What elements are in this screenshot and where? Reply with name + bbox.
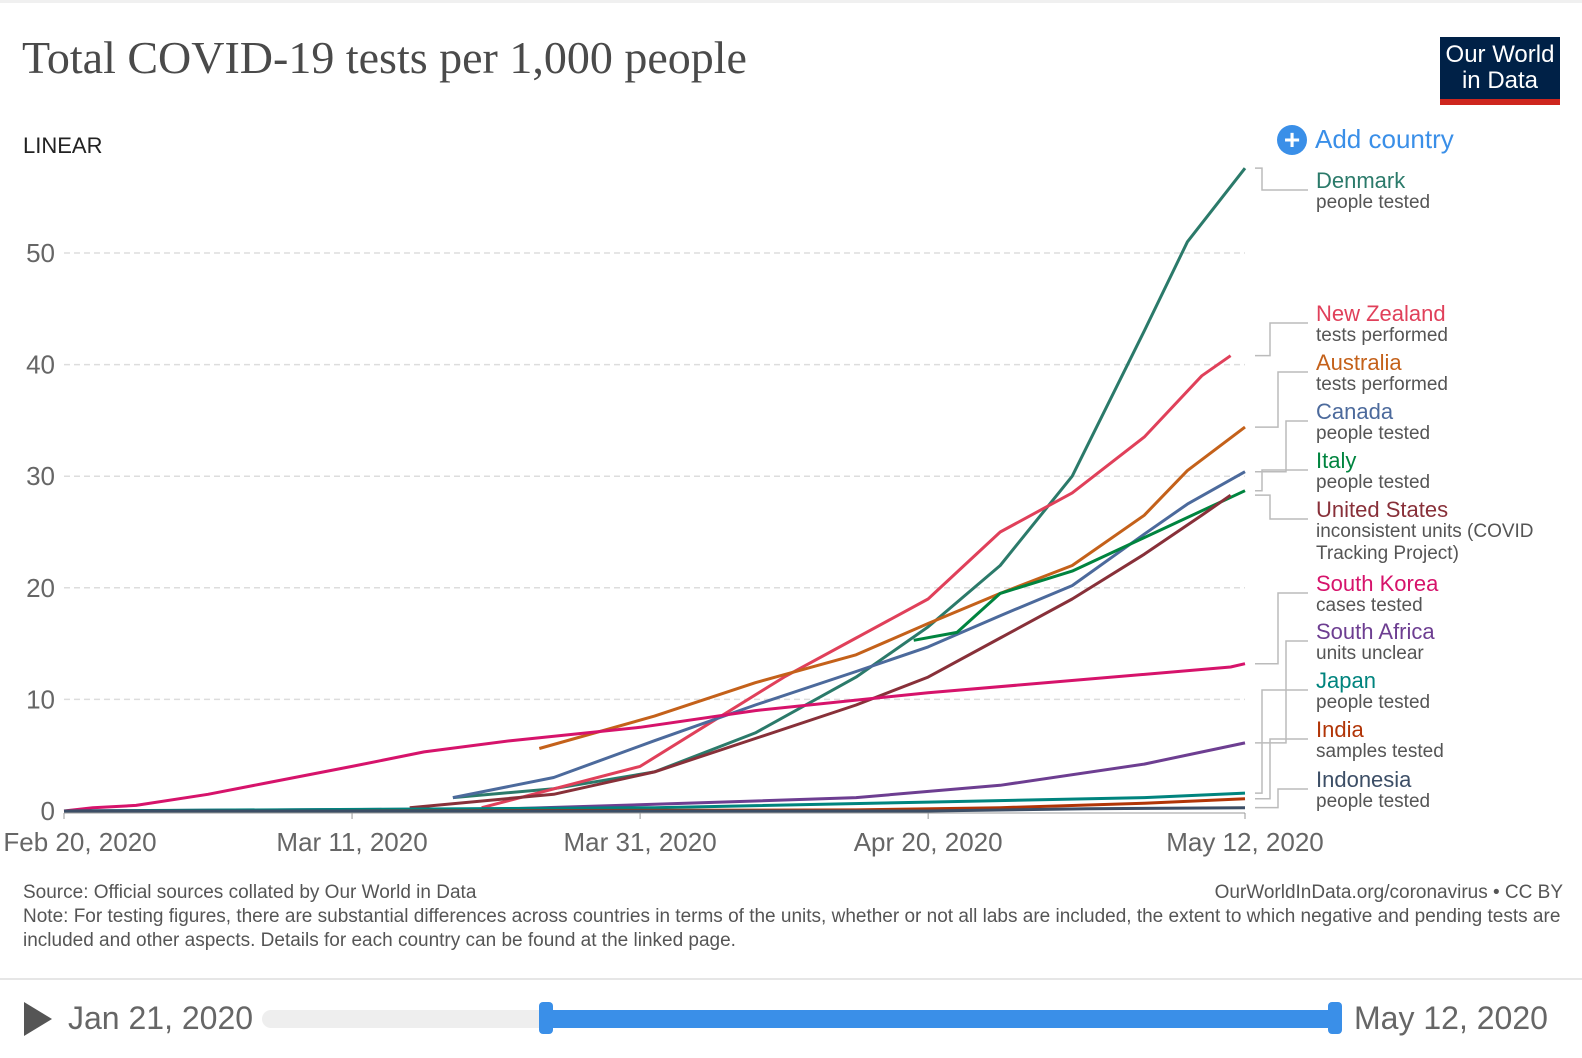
x-tick-label: Feb 20, 2020: [3, 827, 156, 857]
series-line-indonesia: [64, 806, 1246, 813]
x-tick-label: Mar 31, 2020: [563, 827, 716, 857]
legend-country-name: Denmark: [1316, 168, 1406, 193]
legend-item[interactable]: South Africa units unclear: [1316, 621, 1435, 665]
y-tick-label: 20: [26, 573, 55, 603]
legend-item[interactable]: South Korea cases tested: [1316, 573, 1438, 617]
series-line-united-states: [409, 493, 1232, 810]
plus-circle-icon: +: [1277, 124, 1307, 155]
legend-item[interactable]: Italy people tested: [1316, 450, 1430, 494]
legend-connector: [1255, 167, 1308, 191]
legend-connector: [1255, 738, 1308, 800]
legend-connector: [1255, 592, 1308, 665]
timeline-end-handle[interactable]: [1328, 1002, 1342, 1034]
note-text: Note: For testing figures, there are sub…: [23, 906, 1561, 951]
legend-unit: people tested: [1316, 692, 1431, 713]
series-line-new-zealand: [481, 354, 1232, 810]
legend-country-name: South Africa: [1316, 619, 1435, 644]
legend-item[interactable]: Denmark people tested: [1316, 170, 1430, 214]
timeline-start-date: Jan 21, 2020: [68, 1000, 254, 1036]
legend-item[interactable]: Indonesia people tested: [1316, 769, 1430, 813]
x-tick-label: Mar 11, 2020: [276, 827, 427, 857]
legend-unit: tests performed: [1316, 374, 1448, 395]
source-text: Source: Official sources collated by Our…: [23, 882, 477, 903]
legend-item[interactable]: Canada people tested: [1316, 401, 1430, 445]
timeline-end-date: May 12, 2020: [1354, 1000, 1548, 1036]
legend-connector: [1255, 689, 1308, 794]
legend-unit: people tested: [1316, 791, 1431, 812]
legend-unit: people tested: [1316, 472, 1431, 493]
y-tick-label: 40: [26, 350, 55, 380]
play-icon[interactable]: [24, 1002, 52, 1036]
legend-unit: people tested: [1316, 192, 1431, 213]
y-tick-label: 50: [26, 238, 55, 268]
x-tick-label: May 12, 2020: [1166, 827, 1324, 857]
legend-unit: tests performed: [1316, 325, 1448, 346]
legend-unit: units unclear: [1316, 643, 1424, 664]
legend-item[interactable]: New Zealand tests performed: [1316, 303, 1448, 347]
series-line-japan: [63, 791, 1246, 813]
y-tick-label: 10: [26, 684, 55, 714]
timeline: Jan 21, 2020 May 12, 2020: [0, 978, 1582, 1058]
x-tick-label: Apr 20, 2020: [854, 827, 1003, 857]
legend-item[interactable]: Australia tests performed: [1316, 352, 1448, 396]
legend-connector: [1255, 371, 1308, 428]
legend-country-name: Italy: [1316, 448, 1357, 473]
legend-country-name: South Korea: [1316, 571, 1439, 596]
legend-connector: [1255, 788, 1308, 809]
legend-item[interactable]: India samples tested: [1316, 719, 1444, 763]
legend-unit: cases tested: [1316, 595, 1423, 616]
line-chart: 0 10 20 30 40 50 Feb 20, 2020 Mar 11, 2020 Mar 3…: [3, 167, 1324, 857]
series-line-denmark: [452, 167, 1247, 800]
legend-country-name: United States: [1316, 497, 1449, 522]
legend-unit: inconsistent units (COVID Tracking Proje…: [1316, 521, 1534, 564]
legend-unit: people tested: [1316, 423, 1431, 444]
legend-country-name: Australia: [1316, 350, 1402, 375]
y-tick-label: 30: [26, 461, 55, 491]
timeline-start-handle[interactable]: [539, 1002, 553, 1034]
legend-country-name: India: [1316, 717, 1364, 742]
series-line-south-korea: [63, 662, 1246, 813]
legend-connector: [1255, 469, 1308, 492]
legend-connector: [1255, 640, 1308, 744]
add-country-button[interactable]: + Add country: [1277, 124, 1454, 155]
legend-country-name: Indonesia: [1316, 767, 1412, 792]
timeline-selected-range[interactable]: [546, 1010, 1336, 1028]
y-tick-label: 0: [41, 796, 55, 826]
legend-connector: [1255, 322, 1308, 357]
legend-country-name: Japan: [1316, 668, 1376, 693]
scale-toggle[interactable]: LINEAR: [23, 133, 103, 158]
footer: Source: Official sources collated by Our…: [23, 881, 1563, 953]
legend-country-name: New Zealand: [1316, 301, 1446, 326]
series-line-italy: [913, 489, 1246, 642]
legend-connector: [1255, 420, 1308, 473]
owid-logo[interactable]: Our World in Data: [1440, 37, 1560, 105]
add-country-label: Add country: [1315, 124, 1454, 154]
series-line-canada: [452, 470, 1246, 800]
legend-item[interactable]: United States inconsistent units (COVID T…: [1316, 499, 1556, 565]
legend-connector: [1255, 494, 1308, 520]
chart-title: Total COVID-19 tests per 1,000 people: [22, 32, 747, 83]
series-line-south-africa: [63, 741, 1246, 813]
legend-item[interactable]: Japan people tested: [1316, 670, 1430, 714]
legend-unit: samples tested: [1316, 741, 1444, 762]
legend-country-name: Canada: [1316, 399, 1394, 424]
source-link[interactable]: OurWorldInData.org/coronavirus • CC BY: [1214, 882, 1563, 903]
series-line-australia: [538, 425, 1246, 750]
